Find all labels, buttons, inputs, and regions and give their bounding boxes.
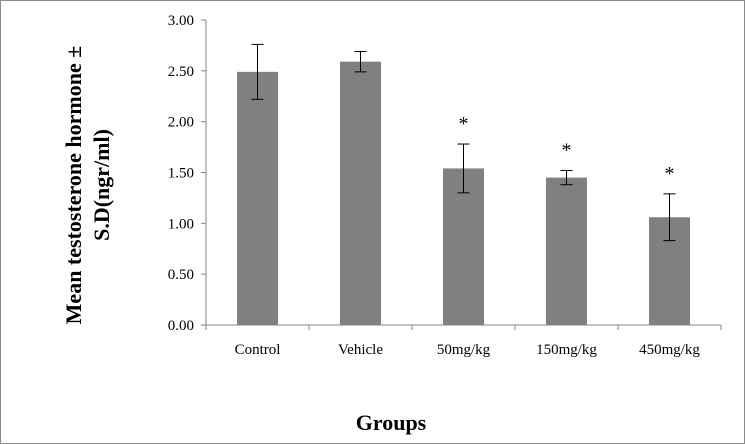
significance-marker: * [562, 139, 572, 161]
y-tick-label: 3.00 [168, 13, 194, 29]
bar [546, 177, 587, 325]
bars: * * * [237, 43, 690, 325]
y-axis-label-line-2: S.D(ngr/ml) [89, 129, 114, 241]
y-tick-label: 1.00 [168, 216, 194, 232]
y-axis-label: Mean testosterone hormone ± S.D(ngr/ml) [61, 46, 114, 325]
x-axis-label: Groups [356, 410, 427, 435]
y-axis-label-line-1: Mean testosterone hormone ± [61, 46, 86, 325]
bar [340, 61, 381, 325]
x-tick-label: 150mg/kg [536, 342, 597, 358]
bar [237, 71, 278, 325]
x-tick-label: Control [235, 342, 281, 358]
significance-marker: * [459, 113, 469, 135]
x-tick-labels: Control Vehicle 50mg/kg 150mg/kg 450mg/kg [235, 342, 701, 358]
y-ticks: 0.00 0.50 1.00 1.50 2.00 2.50 3.00 [168, 13, 206, 334]
y-tick-label: 2.00 [168, 115, 194, 131]
significance-marker: * [665, 163, 675, 185]
x-tick-label: 450mg/kg [639, 342, 700, 358]
y-tick-label: 2.50 [168, 64, 194, 80]
bar [443, 168, 484, 325]
x-tick-label: 50mg/kg [437, 342, 491, 358]
y-tick-label: 1.50 [168, 166, 194, 182]
y-tick-label: 0.00 [168, 318, 194, 334]
y-tick-label: 0.50 [168, 267, 194, 283]
x-tick-label: Vehicle [338, 342, 383, 358]
